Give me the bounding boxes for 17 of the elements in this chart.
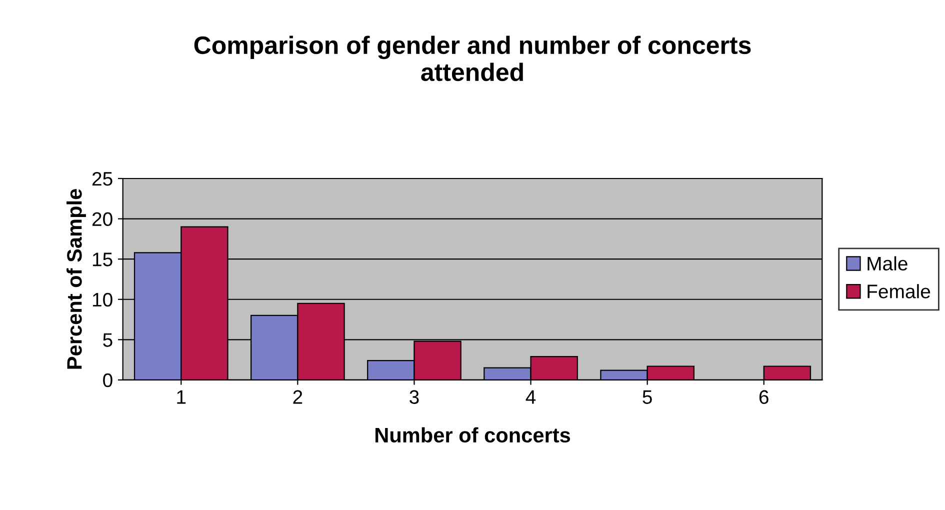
y-tick-label: 0: [103, 373, 112, 388]
x-tick-label: 3: [410, 390, 419, 404]
legend-label: Male: [868, 256, 908, 271]
x-tick-label: 4: [526, 390, 536, 404]
y-tick-label: 5: [103, 333, 112, 347]
chart-title: Comparison of gender and number of concerts attended: [194, 36, 751, 82]
y-tick-label: 25: [92, 172, 112, 186]
x-tick-label: 2: [293, 390, 302, 404]
legend-label: Female: [868, 284, 930, 298]
y-tick-label: 20: [92, 212, 112, 226]
x-axis-title: Number of concerts: [376, 427, 570, 443]
x-tick-label: 6: [759, 390, 768, 404]
x-tick-label: 5: [642, 390, 652, 404]
y-tick-label: 10: [92, 292, 112, 307]
y-axis-title: Percent of Sample: [66, 189, 86, 369]
y-tick-label: 15: [92, 252, 112, 266]
x-tick-label: 1: [177, 390, 186, 404]
